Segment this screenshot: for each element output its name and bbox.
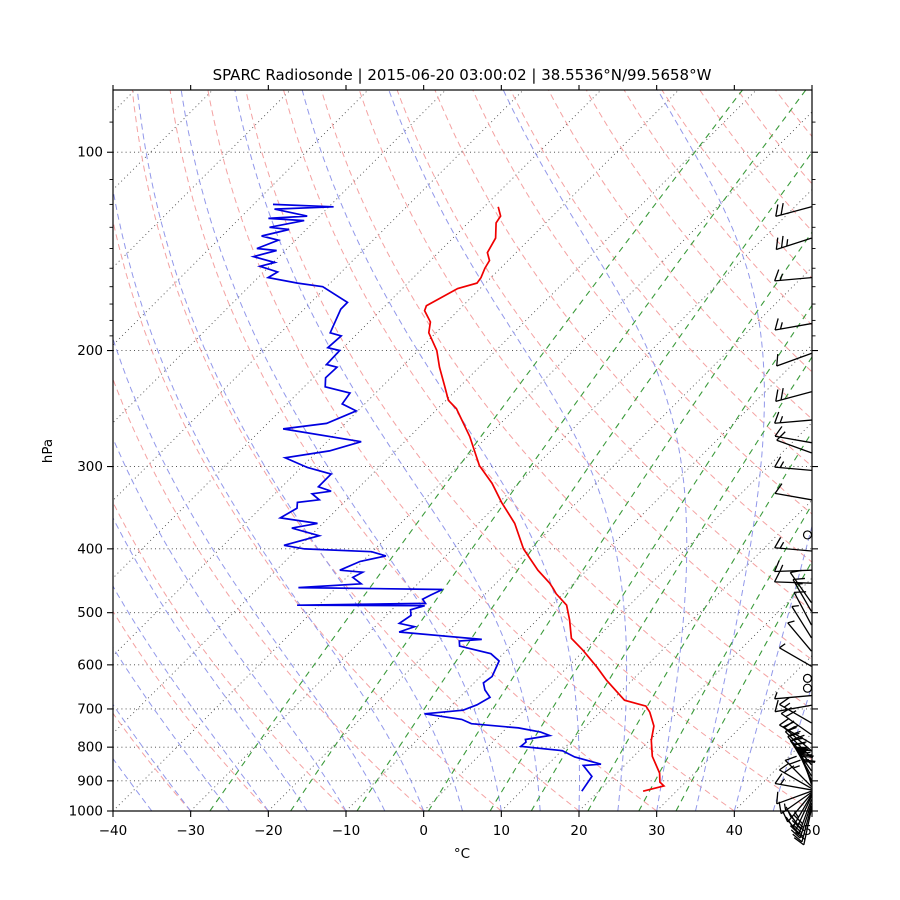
y-tick-labels: 100 200 300 400 500 600 700 800 900 1000	[69, 145, 103, 820]
x-axis-label: °C	[454, 846, 470, 862]
isobar-gridlines	[113, 151, 812, 811]
temperature-trace	[423, 206, 666, 793]
svg-text:−40: −40	[99, 823, 128, 839]
svg-text:200: 200	[77, 343, 103, 359]
svg-text:500: 500	[77, 605, 103, 621]
plot-border	[112, 89, 813, 812]
chart-title: SPARC Radiosonde | 2015-06-20 03:00:02 |…	[213, 66, 712, 84]
svg-text:300: 300	[77, 459, 103, 475]
x-tick-labels: −40 −30 −20 −10 0 10 20 30 40 50	[99, 823, 821, 839]
svg-text:1000: 1000	[69, 804, 103, 820]
y-axis-label: hPa	[40, 439, 56, 463]
svg-text:100: 100	[77, 145, 103, 161]
svg-text:−30: −30	[176, 823, 205, 839]
svg-text:30: 30	[648, 823, 665, 839]
svg-text:600: 600	[77, 657, 103, 673]
svg-text:400: 400	[77, 541, 103, 557]
svg-text:40: 40	[726, 823, 743, 839]
wind-barbs	[773, 202, 816, 846]
svg-text:900: 900	[77, 773, 103, 789]
svg-text:−20: −20	[254, 823, 283, 839]
svg-text:0: 0	[419, 823, 428, 839]
svg-text:−10: −10	[332, 823, 361, 839]
mixing-ratio-lines	[209, 90, 812, 811]
svg-text:50: 50	[803, 823, 820, 839]
svg-text:700: 700	[77, 701, 103, 717]
dewpoint-trace	[250, 203, 602, 792]
svg-text:800: 800	[77, 740, 103, 756]
svg-text:20: 20	[570, 823, 587, 839]
svg-text:10: 10	[493, 823, 510, 839]
dry-adiabat-lines	[113, 90, 812, 811]
